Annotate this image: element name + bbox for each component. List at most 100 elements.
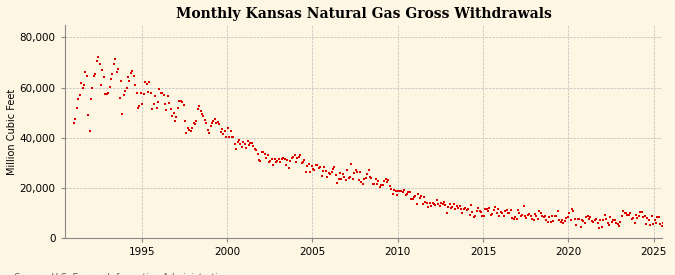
Point (246, 141, 257, 145)
Point (136, 91, 146, 95)
Point (656, 224, 667, 229)
Point (587, 219, 597, 223)
Point (145, 91, 156, 95)
Point (431, 198, 442, 202)
Point (349, 171, 360, 176)
Point (115, 79, 126, 83)
Point (131, 90, 142, 95)
Point (140, 80, 151, 84)
Point (123, 75, 134, 79)
Point (107, 72, 118, 77)
Point (272, 159, 283, 163)
Point (407, 197, 418, 202)
Point (625, 211, 636, 215)
Point (412, 201, 423, 206)
Point (398, 190, 408, 194)
Point (427, 201, 438, 206)
Point (180, 119, 190, 123)
Point (520, 214, 531, 218)
Point (544, 215, 555, 219)
Point (109, 62, 119, 67)
Point (69, 120, 80, 125)
Point (185, 129, 196, 134)
Point (437, 201, 448, 206)
Point (163, 94, 173, 98)
Point (72, 105, 82, 110)
Point (571, 223, 582, 227)
Point (91, 59, 102, 63)
Point (597, 224, 608, 229)
Point (373, 179, 384, 184)
Point (651, 221, 661, 225)
Point (514, 211, 524, 216)
Point (413, 192, 424, 196)
Point (285, 159, 296, 163)
Point (534, 208, 545, 213)
Point (632, 216, 643, 220)
Point (126, 70, 136, 75)
Point (558, 220, 569, 225)
Point (296, 161, 307, 165)
Point (659, 218, 670, 223)
Point (155, 91, 166, 95)
Point (322, 175, 333, 179)
Point (214, 122, 225, 126)
Point (276, 156, 287, 161)
Point (562, 215, 573, 219)
Point (642, 216, 653, 220)
Point (583, 214, 593, 218)
Point (418, 194, 429, 199)
Point (463, 207, 474, 211)
Point (318, 169, 329, 173)
Point (488, 208, 499, 212)
Point (480, 207, 491, 211)
Point (250, 148, 261, 152)
Point (231, 147, 242, 151)
Point (538, 215, 549, 220)
Point (608, 218, 619, 222)
Point (325, 172, 335, 177)
Point (541, 218, 551, 222)
Point (165, 106, 176, 111)
Point (404, 190, 415, 194)
Point (310, 163, 321, 167)
Point (134, 104, 145, 109)
Point (268, 163, 279, 167)
Point (271, 160, 281, 164)
Point (655, 222, 666, 226)
Point (490, 205, 501, 210)
Point (566, 207, 577, 211)
Point (669, 220, 675, 224)
Point (383, 178, 394, 182)
Point (551, 214, 562, 218)
Point (456, 207, 466, 211)
Point (359, 177, 370, 181)
Point (430, 203, 441, 207)
Point (624, 213, 634, 217)
Point (657, 221, 668, 226)
Point (284, 166, 294, 170)
Point (649, 218, 660, 222)
Point (375, 185, 385, 189)
Point (446, 205, 456, 210)
Point (78, 83, 89, 87)
Point (508, 216, 519, 221)
Point (342, 167, 352, 172)
Point (225, 129, 236, 133)
Point (103, 90, 113, 95)
Point (259, 151, 270, 156)
Point (198, 113, 209, 118)
Point (588, 219, 599, 224)
Point (367, 182, 378, 186)
Point (101, 92, 112, 96)
Point (356, 180, 367, 184)
Point (313, 166, 324, 170)
Point (377, 183, 388, 188)
Point (372, 182, 383, 186)
Point (580, 215, 591, 219)
Point (403, 190, 414, 194)
Point (477, 214, 488, 218)
Point (503, 211, 514, 216)
Point (340, 178, 351, 182)
Point (439, 199, 450, 204)
